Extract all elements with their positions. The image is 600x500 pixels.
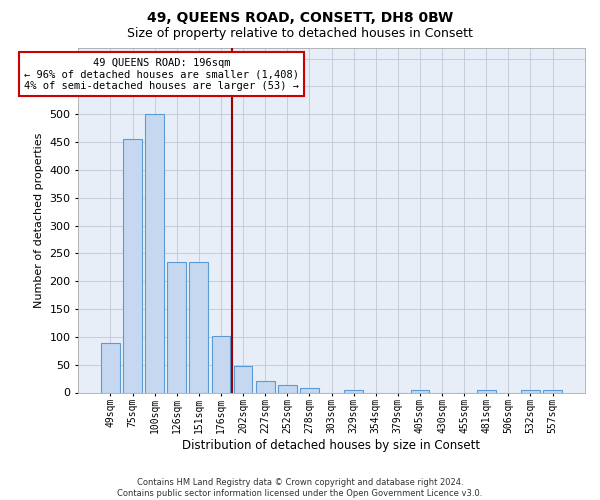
Bar xyxy=(477,390,496,392)
Bar xyxy=(145,114,164,392)
Bar xyxy=(521,390,540,392)
Bar xyxy=(212,336,230,392)
Bar xyxy=(256,382,275,392)
Y-axis label: Number of detached properties: Number of detached properties xyxy=(34,132,44,308)
Bar xyxy=(344,390,363,392)
Text: 49, QUEENS ROAD, CONSETT, DH8 0BW: 49, QUEENS ROAD, CONSETT, DH8 0BW xyxy=(147,11,453,25)
Bar xyxy=(167,262,186,392)
Bar xyxy=(410,390,430,392)
Text: 49 QUEENS ROAD: 196sqm
← 96% of detached houses are smaller (1,408)
4% of semi-d: 49 QUEENS ROAD: 196sqm ← 96% of detached… xyxy=(24,58,299,91)
Bar xyxy=(278,386,296,392)
Bar xyxy=(233,366,253,392)
Bar xyxy=(543,390,562,392)
Text: Size of property relative to detached houses in Consett: Size of property relative to detached ho… xyxy=(127,28,473,40)
X-axis label: Distribution of detached houses by size in Consett: Distribution of detached houses by size … xyxy=(182,439,481,452)
Bar xyxy=(123,139,142,392)
Text: Contains HM Land Registry data © Crown copyright and database right 2024.
Contai: Contains HM Land Registry data © Crown c… xyxy=(118,478,482,498)
Bar xyxy=(101,343,120,392)
Bar xyxy=(300,388,319,392)
Bar xyxy=(190,262,208,392)
